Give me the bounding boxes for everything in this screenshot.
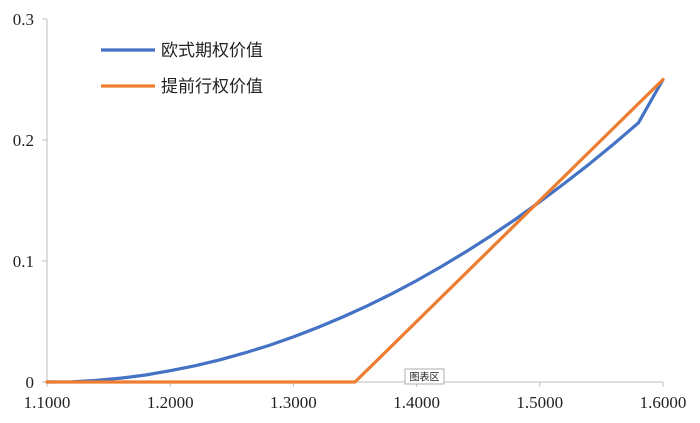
x-tick-label: 1.4000	[393, 393, 440, 412]
series-line-1	[45, 77, 665, 384]
x-tick-label: 1.6000	[640, 393, 687, 412]
legend-label-2: 提前行权价值	[161, 77, 263, 97]
tooltip-label: 图表区	[410, 371, 440, 384]
series-line-2	[45, 77, 665, 384]
y-tick-label: 0.3	[13, 10, 34, 29]
y-tick-label: 0.1	[13, 252, 34, 271]
x-tick-label: 1.5000	[516, 393, 563, 412]
plot-layer: 0 0.1 0.2 0.3 1.1000 1.2000 1.3000 1.4000 1.5000…	[13, 10, 687, 412]
y-tick-label: 0	[26, 373, 35, 392]
x-tick-label: 1.1000	[24, 393, 71, 412]
x-tick-label: 1.3000	[270, 393, 317, 412]
y-tick-label: 0.2	[13, 131, 34, 150]
legend-label-1: 欧式期权价值	[161, 41, 263, 61]
x-tick-label: 1.2000	[147, 393, 194, 412]
chart-area-tooltip: 图表区	[404, 368, 445, 385]
